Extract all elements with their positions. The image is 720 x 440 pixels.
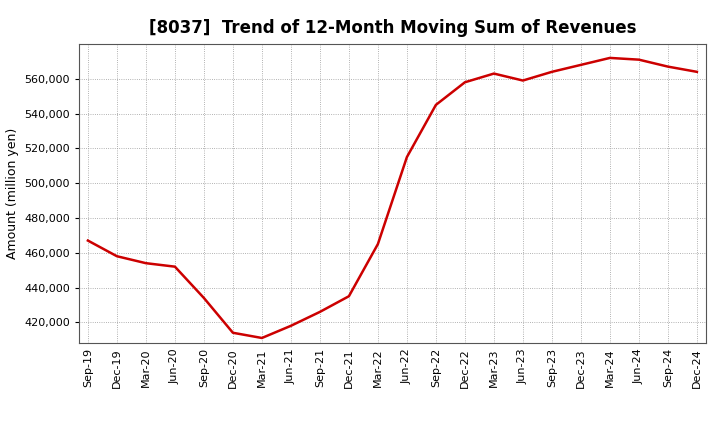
Y-axis label: Amount (million yen): Amount (million yen) <box>6 128 19 259</box>
Title: [8037]  Trend of 12-Month Moving Sum of Revenues: [8037] Trend of 12-Month Moving Sum of R… <box>148 19 636 37</box>
